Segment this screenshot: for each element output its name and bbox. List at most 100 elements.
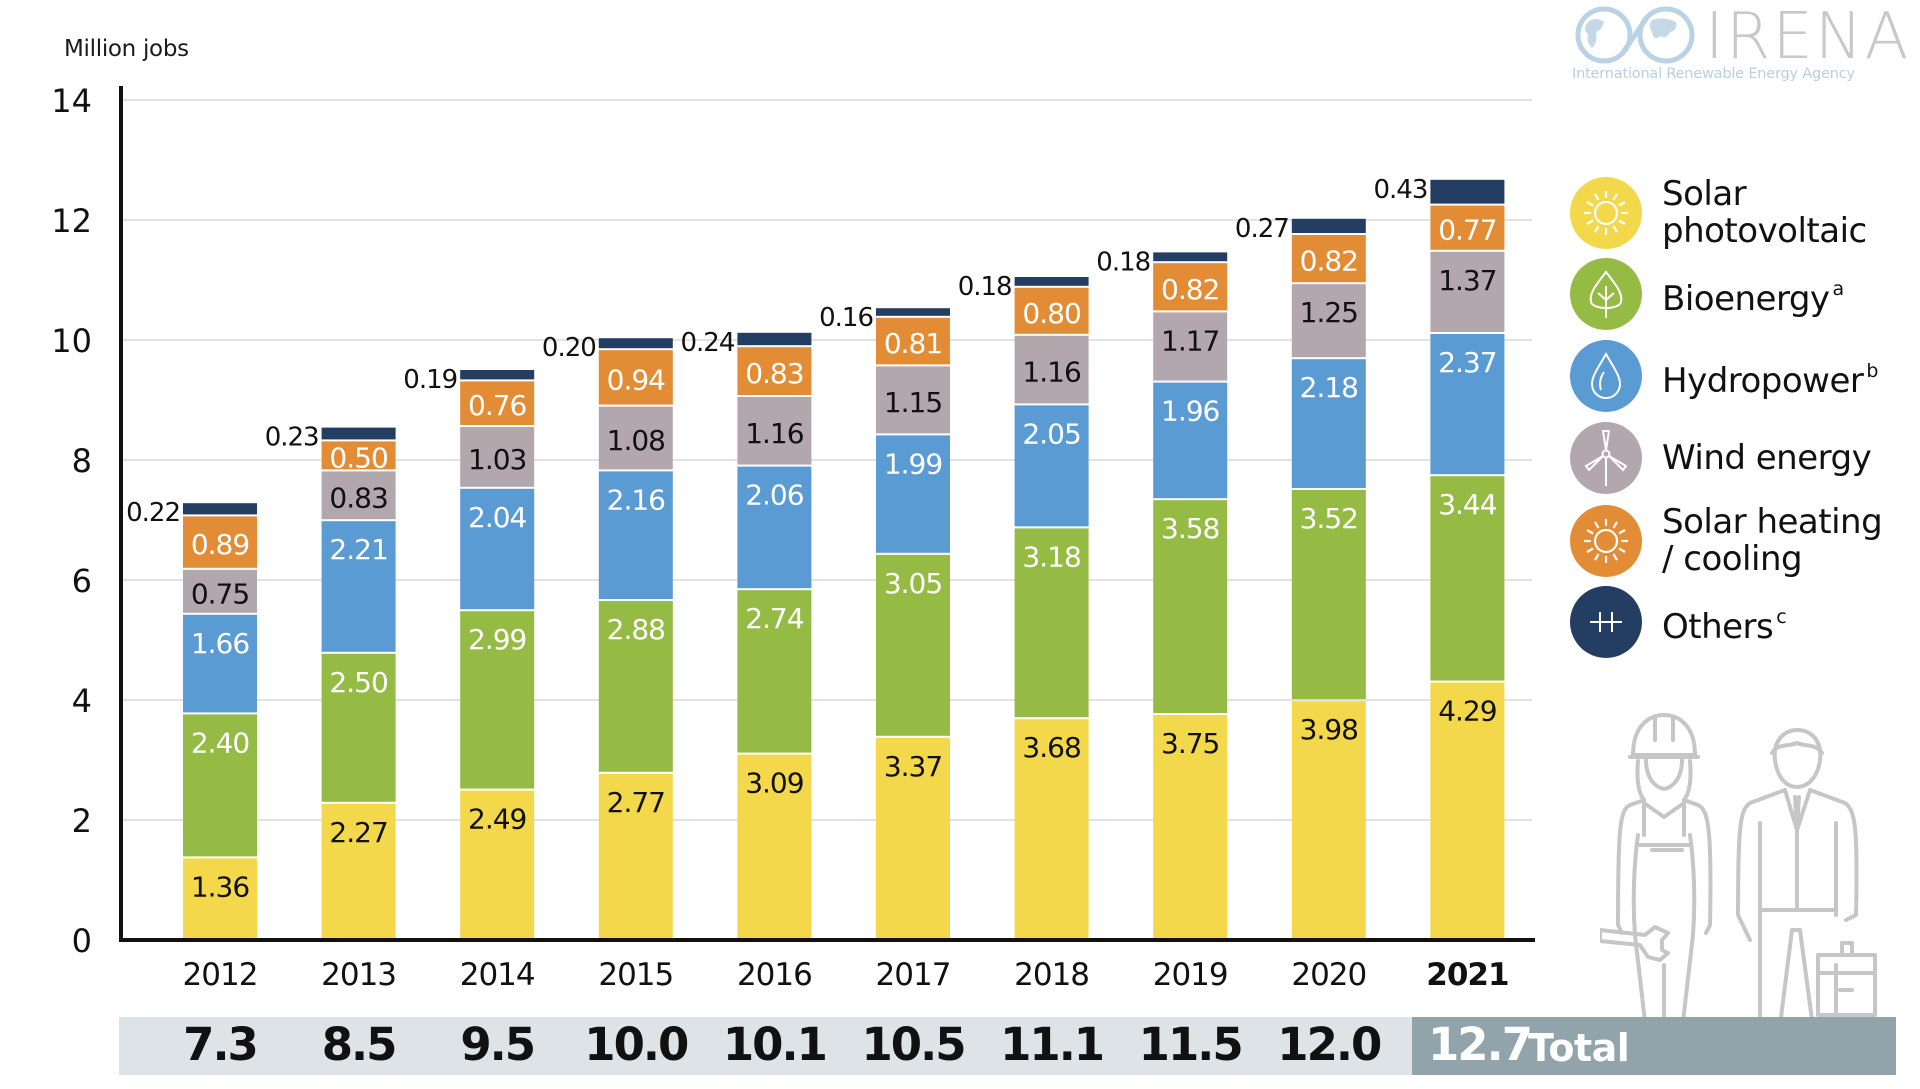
bar-stack-2015: [598, 338, 673, 938]
y-tick-label: 12: [51, 202, 92, 240]
sun-icon: [1570, 177, 1642, 249]
bar-segment: [1153, 500, 1228, 713]
x-tick-label: 2016: [737, 957, 812, 993]
bar-segment: [183, 714, 257, 857]
value-label: 1.03: [468, 443, 526, 476]
bar-segment: [460, 790, 535, 938]
value-label: 0.80: [1022, 297, 1080, 330]
bar-segment: [1291, 235, 1366, 283]
bar-stack-2018: [1014, 277, 1089, 938]
bar-segment: [598, 773, 673, 938]
value-label: 3.75: [1161, 727, 1219, 760]
total-value: 11.1: [1000, 1018, 1105, 1071]
bar-segment: [1291, 218, 1366, 233]
value-label: 0.43: [1374, 175, 1428, 205]
value-label: 0.50: [329, 441, 387, 474]
value-label: 2.05: [1022, 417, 1080, 450]
x-tick-label: 2014: [460, 957, 535, 993]
value-label: 1.08: [607, 424, 665, 457]
bar-segment: [1291, 490, 1366, 700]
bar-segment: [1153, 252, 1228, 262]
legend-item-solar-pv: Solar photovoltaic: [1570, 176, 1920, 250]
bar-segment: [321, 803, 396, 938]
logo-wordmark: IRENA: [1705, 0, 1911, 74]
stacked-bar-chart: 1.36 2.40 1.66 0.75 0.89 0.22 2.27 2.50 2.21 0.83…: [51, 82, 1535, 993]
value-label: 2.37: [1438, 346, 1496, 379]
bar-segment: [737, 590, 812, 753]
bar-stack-2012: [183, 503, 257, 938]
totals-band-highlight: [1412, 1017, 1896, 1075]
y-axis-unit-label: Million jobs: [64, 36, 189, 62]
bar-segment: [1430, 682, 1505, 938]
total-label: Total: [1528, 1026, 1630, 1070]
bar-stack-2014: [460, 370, 535, 938]
value-label: 0.82: [1161, 273, 1219, 306]
value-label: 1.96: [1161, 395, 1220, 428]
bar-segment: [598, 601, 673, 772]
bar-segment: [183, 858, 257, 938]
value-label: 0.19: [403, 365, 457, 395]
bar-stack-2017: [876, 308, 950, 938]
value-label: 0.22: [126, 498, 180, 528]
value-label: 0.76: [468, 389, 527, 422]
bar-segment: [1430, 251, 1505, 332]
bar-segment: [1014, 719, 1089, 938]
total-value: 10.0: [584, 1018, 689, 1071]
value-label: 0.77: [1438, 214, 1496, 247]
sun-icon: [1570, 505, 1642, 577]
bar-segment: [460, 370, 535, 380]
value-labels: 1.36 2.40 1.66 0.75 0.89 0.22 2.27 2.50 2.21 0.83…: [126, 175, 1498, 904]
bar-segment: [1430, 205, 1505, 250]
globe-infinity-icon: [1575, 6, 1695, 64]
bar-stack-2020: [1291, 218, 1366, 938]
y-tick-label: 10: [51, 322, 92, 360]
value-label: 1.16: [745, 417, 804, 450]
bar-segment: [598, 338, 673, 349]
total-value: 8.5: [321, 1018, 398, 1071]
footnote-marker: c: [1776, 605, 1787, 628]
bar-stack-2016: [737, 332, 812, 938]
irena-logo: IRENA International Renewable Energy Age…: [1570, 0, 1908, 94]
bar-segment: [1291, 284, 1366, 358]
value-label: 0.18: [1096, 247, 1150, 277]
bar-segment: [1014, 528, 1089, 718]
x-tick-label: 2020: [1291, 957, 1366, 993]
bar-segment: [1153, 715, 1228, 938]
value-label: 3.18: [1022, 540, 1080, 573]
bar-segment: [321, 653, 396, 802]
bar-segment: [1153, 382, 1228, 499]
y-tick-label: 6: [72, 562, 92, 600]
value-label: 2.18: [1300, 371, 1358, 404]
legend-label: Hydropower: [1662, 360, 1864, 401]
value-label: 0.20: [542, 333, 596, 363]
total-value: 10.5: [861, 1018, 966, 1071]
footnote-marker: b: [1866, 359, 1878, 382]
value-label: 1.36: [191, 870, 250, 903]
legend-label: Solar heating / cooling: [1662, 502, 1883, 579]
bar-segment: [1153, 263, 1228, 311]
bar-segment: [1291, 359, 1366, 488]
bar-segment: [737, 332, 812, 346]
footnote-marker: a: [1832, 277, 1845, 300]
legend-item-others: Others c: [1570, 586, 1787, 658]
bar-segment: [1430, 476, 1505, 681]
value-label: 1.99: [884, 447, 942, 480]
bar-segment: [183, 503, 257, 515]
value-label: 1.15: [884, 386, 942, 419]
legend-item-solar-heating: Solar heating / cooling: [1570, 504, 1902, 578]
wind-turbine-icon: [1570, 422, 1642, 494]
value-label: 0.18: [958, 272, 1012, 302]
value-label: 3.44: [1438, 488, 1497, 521]
bar-segment: [876, 435, 950, 553]
value-label: 3.52: [1300, 502, 1358, 535]
x-tick-label: 2017: [876, 957, 951, 993]
bar-segment: [1014, 335, 1089, 404]
bar-segment: [737, 466, 812, 589]
value-label: 0.81: [884, 327, 942, 360]
total-value: 9.5: [460, 1018, 536, 1071]
legend-label: Others: [1662, 606, 1774, 647]
value-label: 2.99: [468, 623, 526, 656]
value-label: 2.50: [329, 666, 387, 699]
value-label: 1.37: [1438, 264, 1496, 297]
bar-stack-2013: [321, 427, 396, 938]
